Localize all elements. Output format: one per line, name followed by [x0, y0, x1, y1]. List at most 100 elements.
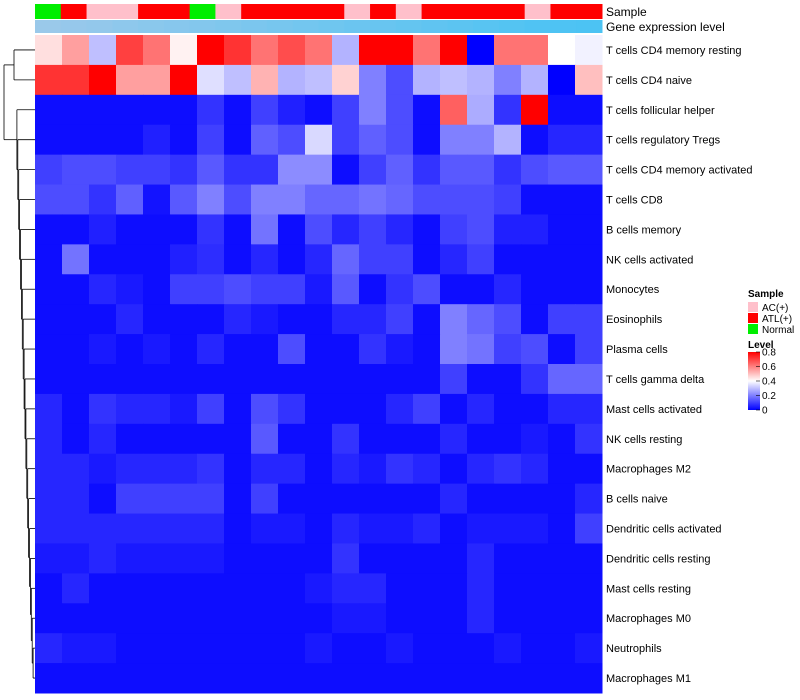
heatmap-cell — [440, 663, 468, 694]
heatmap-cell — [521, 573, 549, 604]
heatmap-cell — [467, 543, 495, 574]
row-label: Dendritic cells activated — [606, 524, 722, 536]
heatmap-cell — [224, 184, 252, 215]
heatmap-cell — [251, 573, 279, 604]
heatmap-cell — [35, 603, 63, 634]
heatmap-cell — [62, 244, 90, 275]
heatmap-cell — [413, 633, 441, 664]
sample-annotation-cell — [447, 4, 474, 19]
heatmap-cell — [494, 603, 522, 634]
heatmap-cell — [494, 184, 522, 215]
heatmap-cell — [575, 154, 603, 186]
expression-annotation-cell — [292, 20, 319, 33]
heatmap-cell — [494, 483, 522, 515]
heatmap-cell — [548, 35, 576, 66]
heatmap-cell — [89, 304, 117, 335]
heatmap-cell — [413, 94, 441, 126]
heatmap-cell — [89, 663, 117, 694]
heatmap-cell — [521, 64, 549, 96]
heatmap-cell — [332, 513, 360, 544]
heatmap-cell — [332, 214, 360, 245]
heatmap-cell — [170, 274, 198, 305]
heatmap-cell — [35, 124, 63, 156]
expression-annotation-cell — [241, 20, 268, 33]
heatmap-cell — [575, 184, 603, 215]
heatmap-cell — [332, 274, 360, 305]
heatmap-cell — [305, 633, 333, 664]
heatmap-cell — [575, 633, 603, 664]
heatmap-cell — [89, 35, 117, 66]
heatmap-cell — [35, 393, 63, 425]
heatmap-cell — [494, 274, 522, 305]
expression-annotation-cell — [473, 20, 500, 33]
heatmap-cell — [224, 334, 252, 365]
heatmap-cell — [386, 513, 414, 544]
expression-track-label: Gene expression level — [606, 20, 725, 34]
heatmap-cell — [386, 154, 414, 186]
heatmap-cell — [224, 633, 252, 664]
heatmap-cell — [143, 393, 171, 425]
heatmap-cell — [197, 364, 225, 395]
heatmap-cell — [332, 393, 360, 425]
heatmap-cell — [251, 334, 279, 365]
expression-annotation-cell — [498, 20, 526, 33]
sample-annotation-cell — [112, 4, 139, 19]
heatmap-cell — [89, 543, 117, 574]
heatmap-cell — [386, 633, 414, 664]
heatmap-cell — [278, 334, 306, 365]
expression-annotation-cell — [318, 20, 345, 33]
row-label: T cells CD4 memory resting — [606, 45, 742, 57]
heatmap-cell — [332, 364, 360, 395]
heatmap-cell — [170, 304, 198, 335]
heatmap-cell — [467, 663, 495, 694]
heatmap-cell — [386, 184, 414, 215]
heatmap-cell — [89, 513, 117, 544]
heatmap-cell — [35, 35, 63, 66]
heatmap-cell — [35, 633, 63, 664]
heatmap-cell — [548, 603, 576, 634]
heatmap-cell — [224, 244, 252, 275]
heatmap-cell — [305, 393, 333, 425]
heatmap-cell — [143, 35, 171, 66]
heatmap-cell — [197, 304, 225, 335]
heatmap-cell — [62, 663, 90, 694]
heatmap-cell — [386, 334, 414, 365]
heatmap-cell — [116, 513, 144, 544]
sample-annotation-cell — [344, 4, 371, 19]
heatmap-cell — [62, 573, 90, 604]
row-label: Neutrophils — [606, 643, 662, 655]
heatmap-cell — [494, 214, 522, 245]
heatmap-cell — [251, 214, 279, 245]
heatmap-cell — [575, 543, 603, 574]
heatmap-cell — [197, 663, 225, 694]
heatmap-cell — [116, 543, 144, 574]
expression-annotation-cell — [163, 20, 191, 33]
heatmap-cell — [116, 274, 144, 305]
heatmap-cell — [170, 35, 198, 66]
sample-annotation-cell — [60, 4, 88, 19]
heatmap-cell — [224, 603, 252, 634]
heatmap-cell — [35, 184, 63, 215]
heatmap-cell — [359, 304, 387, 335]
legend-level-title: Level — [748, 340, 774, 351]
heatmap-cell — [278, 543, 306, 574]
heatmap-cell — [278, 154, 306, 186]
heatmap-cell — [575, 573, 603, 604]
heatmap-cell — [332, 543, 360, 574]
heatmap-cell — [521, 513, 549, 544]
row-label: T cells gamma delta — [606, 374, 705, 386]
heatmap-cell — [170, 214, 198, 245]
heatmap-cell — [89, 453, 117, 485]
heatmap-cell — [35, 513, 63, 544]
heatmap-cell — [494, 543, 522, 574]
legend-entry-label: Normal — [762, 325, 794, 336]
sample-legend-entries: AC(+)ATL(+)Normal — [748, 302, 794, 336]
heatmap-cell — [575, 64, 603, 96]
heatmap-cell — [332, 154, 360, 186]
heatmap-cell — [467, 364, 495, 395]
heatmap-cell — [440, 364, 468, 395]
heatmap-cell — [170, 663, 198, 694]
heatmap-cell — [467, 453, 495, 485]
row-label: B cells naive — [606, 494, 668, 506]
heatmap-cell — [197, 423, 225, 455]
